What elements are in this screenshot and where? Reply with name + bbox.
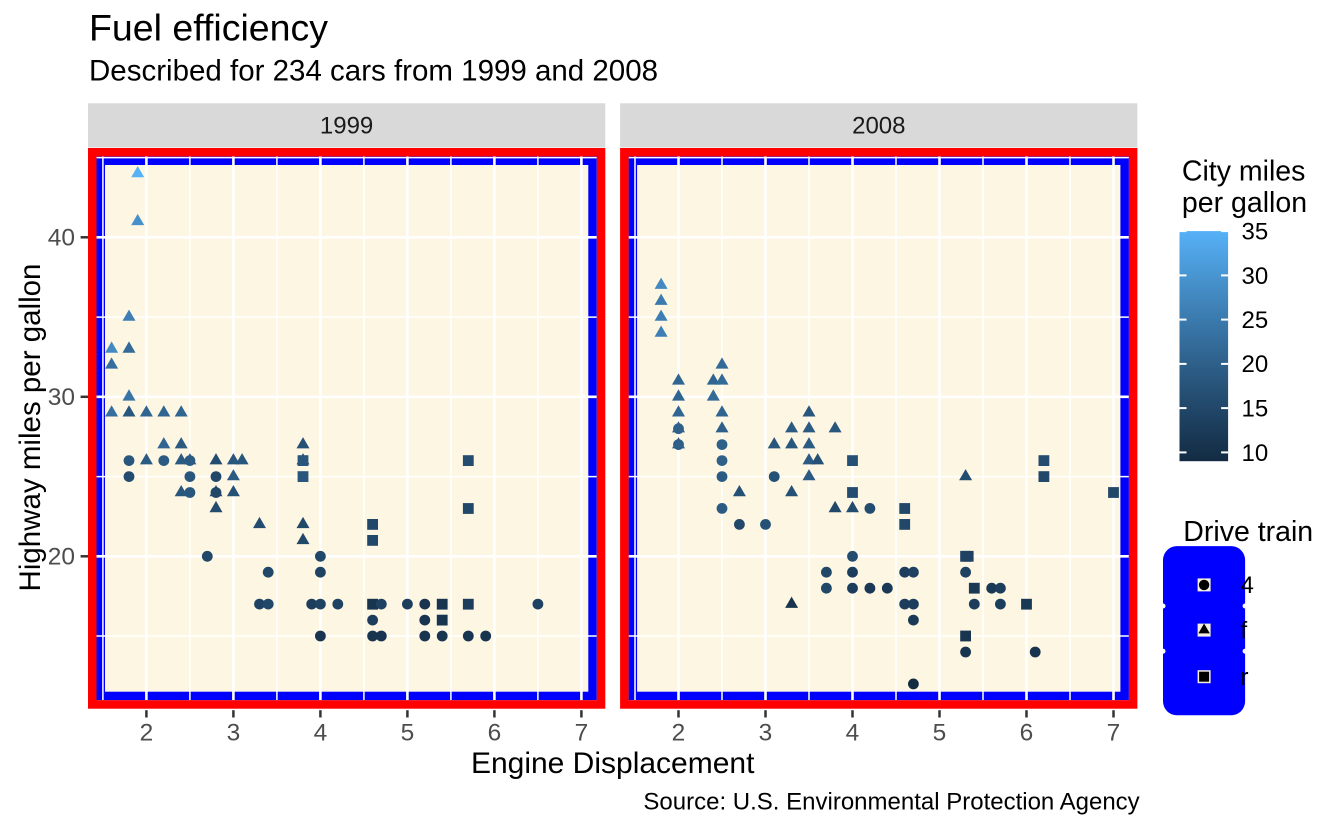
svg-text:2: 2 — [140, 720, 154, 747]
svg-text:6: 6 — [1020, 720, 1034, 747]
svg-text:1999: 1999 — [320, 113, 373, 140]
svg-text:30: 30 — [1242, 263, 1269, 290]
svg-text:Engine Displacement: Engine Displacement — [471, 747, 755, 780]
svg-text:Highway miles per gallon: Highway miles per gallon — [14, 264, 47, 592]
svg-text:7: 7 — [575, 720, 589, 747]
svg-text:Drive train: Drive train — [1183, 516, 1313, 548]
svg-text:f: f — [1241, 617, 1248, 644]
svg-text:40: 40 — [48, 225, 75, 252]
svg-text:r: r — [1241, 664, 1249, 691]
svg-text:20: 20 — [1242, 351, 1269, 378]
svg-text:2: 2 — [672, 720, 686, 747]
svg-text:4: 4 — [846, 720, 860, 747]
svg-text:City miles: City miles — [1182, 155, 1306, 187]
svg-text:35: 35 — [1242, 219, 1269, 246]
svg-text:20: 20 — [48, 544, 75, 571]
svg-text:25: 25 — [1242, 307, 1269, 334]
svg-text:6: 6 — [488, 720, 502, 747]
svg-text:4: 4 — [314, 720, 328, 747]
svg-text:4: 4 — [1241, 572, 1254, 599]
svg-text:10: 10 — [1242, 440, 1269, 467]
svg-text:15: 15 — [1242, 396, 1269, 423]
svg-text:Described for 234 cars from 19: Described for 234 cars from 1999 and 200… — [89, 55, 658, 88]
svg-text:5: 5 — [933, 720, 947, 747]
svg-text:2008: 2008 — [852, 113, 905, 140]
svg-text:3: 3 — [227, 720, 241, 747]
svg-text:Fuel efficiency: Fuel efficiency — [89, 7, 328, 49]
svg-text:30: 30 — [48, 384, 75, 411]
svg-text:7: 7 — [1107, 720, 1121, 747]
svg-text:Source: U.S. Environmental Pro: Source: U.S. Environmental Protection Ag… — [643, 789, 1139, 816]
svg-text:5: 5 — [401, 720, 415, 747]
svg-text:per gallon: per gallon — [1182, 187, 1307, 219]
svg-text:3: 3 — [759, 720, 773, 747]
